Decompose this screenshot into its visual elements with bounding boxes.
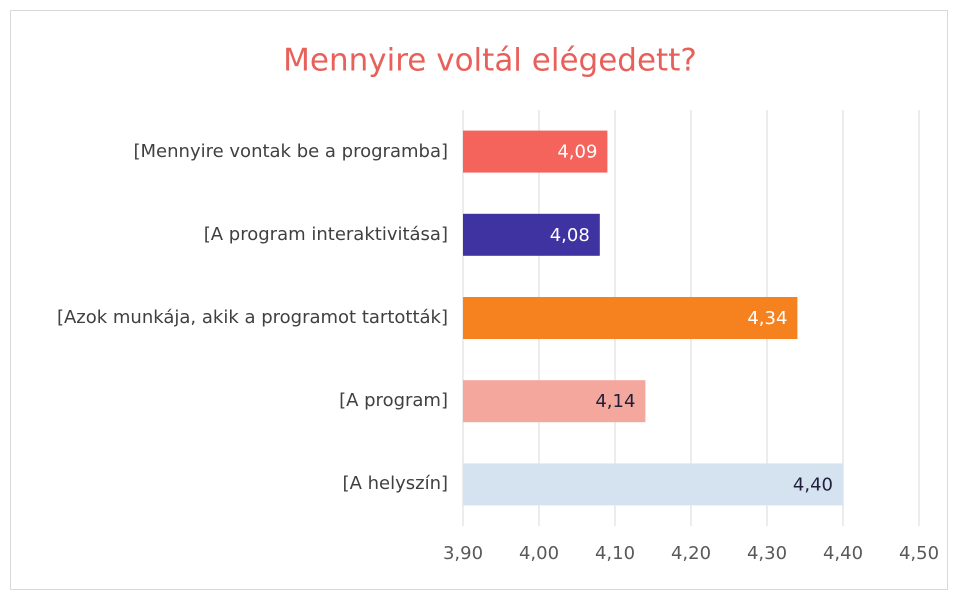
chart: Mennyire voltál elégedett? 3,90 4,00 4,10 4… bbox=[283, 43, 939, 565]
value-label: 4,14 bbox=[595, 391, 635, 412]
y-tick-label: [A program] bbox=[339, 390, 448, 412]
bar bbox=[463, 130, 608, 173]
page: Mennyire voltál elégedett? 3,90 4,00 4,10 4… bbox=[10, 10, 948, 590]
y-tick-label: [A program interaktivitása] bbox=[203, 223, 448, 245]
value-label: 4,40 bbox=[793, 474, 833, 495]
value-label: 4,09 bbox=[557, 142, 597, 163]
y-tick-label: [A helyszín] bbox=[342, 473, 448, 495]
bar bbox=[463, 380, 646, 423]
x-tick-label: 3,90 bbox=[443, 543, 483, 564]
x-tick-label: 4,00 bbox=[519, 543, 559, 564]
y-tick-label: [Mennyire vontak be a programba] bbox=[133, 140, 449, 162]
bar bbox=[463, 213, 600, 256]
x-tick-label: 4,30 bbox=[747, 543, 787, 564]
value-label: 4,08 bbox=[550, 225, 590, 246]
y-tick-label: [Azok munkája, akik a programot tartottá… bbox=[56, 307, 448, 328]
x-tick-label: 4,10 bbox=[595, 543, 635, 564]
x-tick-label: 4,20 bbox=[671, 543, 711, 564]
bar bbox=[463, 297, 798, 339]
bar bbox=[463, 463, 843, 506]
x-tick-label: 4,40 bbox=[823, 543, 863, 564]
x-tick-label: 4,50 bbox=[899, 543, 939, 564]
chart-title: Mennyire voltál elégedett? bbox=[283, 43, 697, 79]
value-label: 4,34 bbox=[747, 308, 787, 329]
